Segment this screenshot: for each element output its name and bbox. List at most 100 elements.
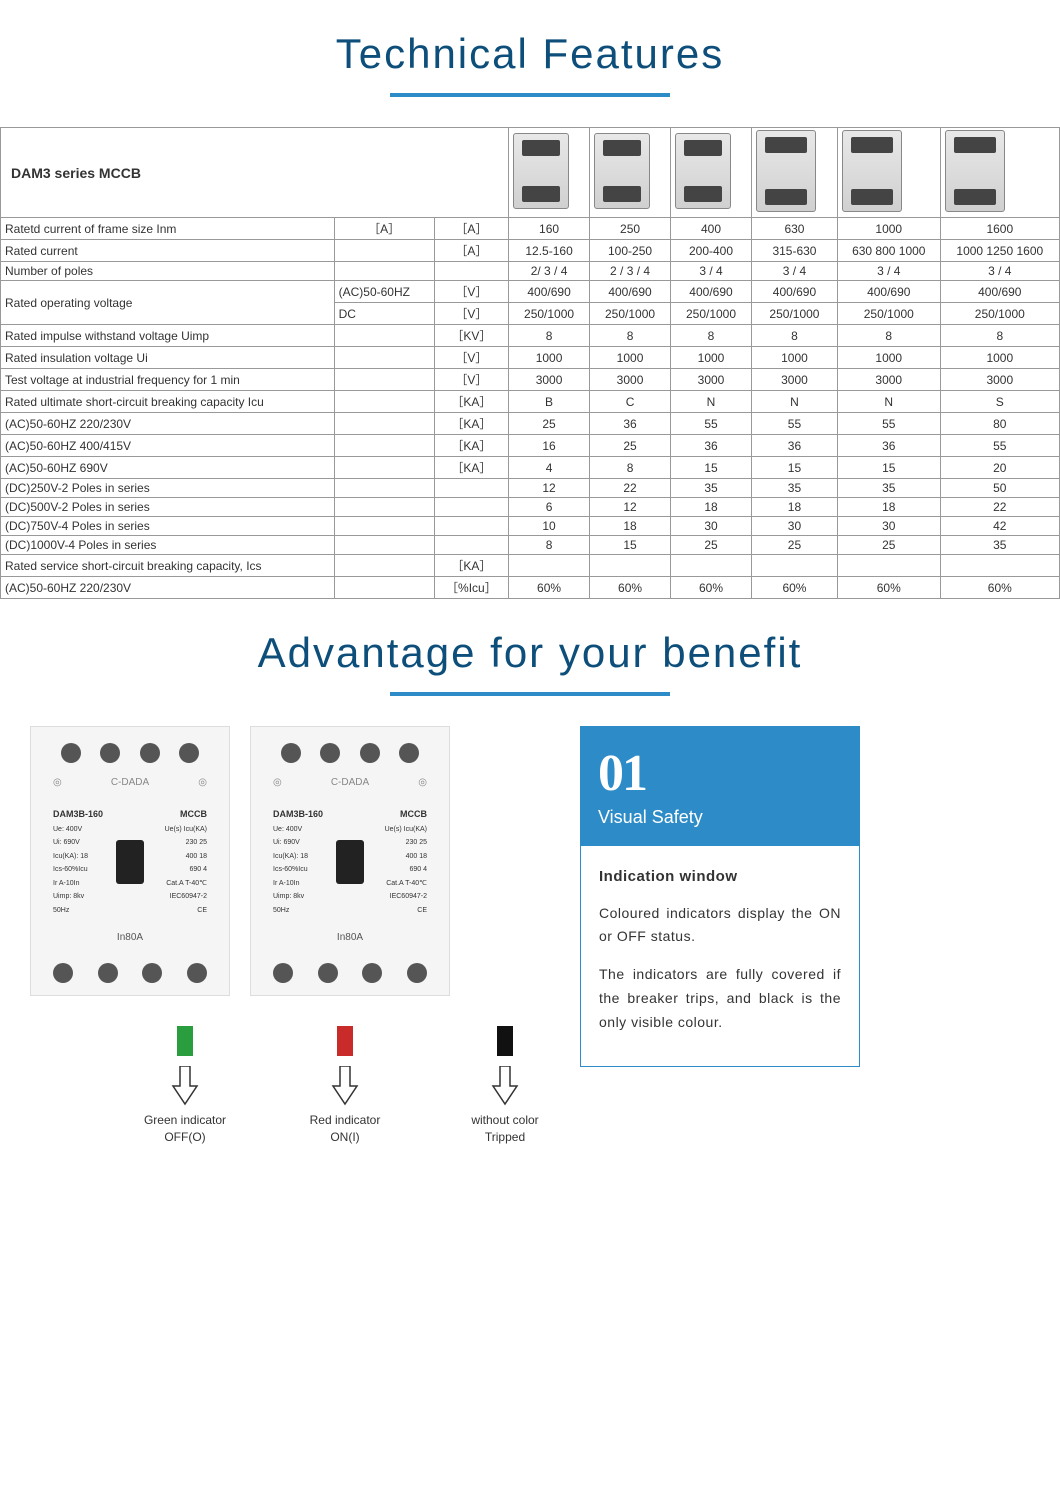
row-unit2: ［A］ [434,218,508,240]
row-unit1 [334,536,434,555]
row-label: Rated service short-circuit breaking cap… [1,555,335,577]
row-unit1 [334,391,434,413]
table-cell: 18 [671,498,752,517]
row-unit2: ［%Icu］ [434,577,508,599]
table-cell [590,555,671,577]
row-label: Rated operating voltage [1,281,335,325]
table-cell: 400/690 [751,281,837,303]
table-cell: 25 [671,536,752,555]
table-cell: 10 [509,517,590,536]
table-cell: 35 [671,479,752,498]
table-cell: 60% [671,577,752,599]
table-cell: 18 [837,498,940,517]
row-unit2 [434,536,508,555]
indicators-row: Green indicatorOFF(O)Red indicatorON(I)w… [30,1026,550,1146]
table-cell: 25 [590,435,671,457]
table-cell: 12 [590,498,671,517]
table-cell: 25 [837,536,940,555]
indicator-text: Green indicatorOFF(O) [140,1112,230,1146]
table-cell: 18 [751,498,837,517]
breaker-unit-2: ◎C-DADA◎ DAM3B-160Ue: 400V Ui: 690V Icu(… [250,726,450,996]
table-cell: 15 [671,457,752,479]
table-cell: 400/690 [509,281,590,303]
table-cell: 36 [590,413,671,435]
row-unit2: ［A］ [434,240,508,262]
row-unit1 [334,262,434,281]
table-cell: 1000 [590,347,671,369]
table-cell: 3000 [751,369,837,391]
row-unit1 [334,413,434,435]
arrow-down-icon [330,1066,360,1106]
row-label: Rated insulation voltage Ui [1,347,335,369]
row-unit1 [334,498,434,517]
advantage-box: 01 Visual Safety Indication window Colou… [580,726,860,1067]
table-cell: 8 [837,325,940,347]
table-cell: 3 / 4 [751,262,837,281]
row-label: (AC)50-60HZ 220/230V [1,577,335,599]
title-underline-2 [390,692,670,696]
table-cell: 22 [590,479,671,498]
table-cell: 100-250 [590,240,671,262]
product-image-cell [590,128,671,218]
row-unit1 [334,555,434,577]
indicator-item: without colorTripped [460,1026,550,1146]
table-cell: 250 [590,218,671,240]
row-unit2: ［V］ [434,369,508,391]
row-unit2: ［KA］ [434,555,508,577]
table-cell: 60% [509,577,590,599]
table-cell: 250/1000 [940,303,1059,325]
table-cell: 12.5-160 [509,240,590,262]
row-unit1 [334,369,434,391]
table-cell: 80 [940,413,1059,435]
table-cell: 20 [940,457,1059,479]
table-cell: 160 [509,218,590,240]
row-unit1 [334,577,434,599]
product-image-cell [509,128,590,218]
arrow-down-icon [490,1066,520,1106]
table-cell: 8 [590,325,671,347]
row-unit2 [434,262,508,281]
table-cell: 8 [590,457,671,479]
table-cell: 36 [837,435,940,457]
row-label: (DC)750V-4 Poles in series [1,517,335,536]
advantage-number: 01 [598,744,842,803]
advantage-body-title: Indication window [599,864,841,890]
row-label: (AC)50-60HZ 220/230V [1,413,335,435]
table-cell: 3000 [509,369,590,391]
advantage-title: Advantage for your benefit [0,599,1060,692]
table-cell: 400 [671,218,752,240]
product-image-cell [671,128,752,218]
table-cell: 35 [751,479,837,498]
title-underline [390,93,670,97]
row-unit2: ［KA］ [434,457,508,479]
table-cell: 630 800 1000 [837,240,940,262]
indicator-text: without colorTripped [460,1112,550,1146]
table-cell: N [837,391,940,413]
table-cell: 3000 [837,369,940,391]
table-cell: 8 [751,325,837,347]
row-label: Rated impulse withstand voltage Uimp [1,325,335,347]
table-cell: 3 / 4 [671,262,752,281]
row-unit: ［V］ [434,303,508,325]
table-cell: 36 [751,435,837,457]
table-cell: 55 [671,413,752,435]
table-cell: 1600 [940,218,1059,240]
table-cell: 60% [837,577,940,599]
table-cell [751,555,837,577]
breaker-images: ◎C-DADA◎ DAM3B-160Ue: 400V Ui: 690V Icu(… [30,726,550,996]
table-cell: 2/ 3 / 4 [509,262,590,281]
table-cell: 18 [590,517,671,536]
table-cell: 3000 [590,369,671,391]
table-cell: 400/690 [590,281,671,303]
table-cell: 630 [751,218,837,240]
row-unit1: ［A］ [334,218,434,240]
table-cell: 8 [671,325,752,347]
table-cell: 55 [837,413,940,435]
row-label: Test voltage at industrial frequency for… [1,369,335,391]
row-sublabel: (AC)50-60HZ [334,281,434,303]
advantage-para-1: Coloured indicators display the ON or OF… [599,902,841,950]
table-cell: 250/1000 [509,303,590,325]
table-cell: 50 [940,479,1059,498]
row-unit2 [434,498,508,517]
table-cell [940,555,1059,577]
